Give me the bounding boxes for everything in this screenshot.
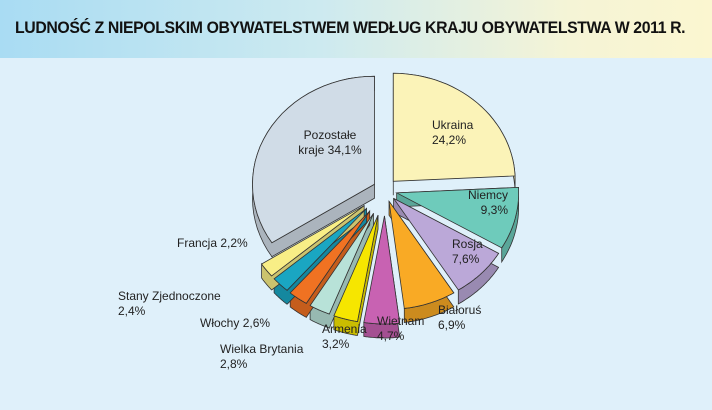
header-band: LUDNOŚĆ Z NIEPOLSKIM OBYWATELSTWEM WEDŁU… <box>0 0 712 58</box>
label-wielka-brytania: Wielka Brytania 2,8% <box>220 342 304 371</box>
slice-armenia <box>333 214 379 322</box>
slice-rosja <box>393 198 500 291</box>
label-rosja: Rosja 7,6% <box>452 237 483 266</box>
label-bialorus: Białoruś 6,9% <box>438 303 482 332</box>
label-wlochy: Włochy 2,6% <box>200 316 271 330</box>
label-stany-zjednoczone: Stany Zjednoczone 2,4% <box>118 289 221 318</box>
slice-niemcy <box>395 186 519 249</box>
slice-pozostałe-kraje <box>252 75 375 244</box>
label-pozostale-value: 34,1% <box>327 143 362 157</box>
label-francja: Francja 2,2% <box>177 236 248 250</box>
slice-ukraina <box>392 72 516 182</box>
label-armenia: Armenia 3,2% <box>322 322 367 351</box>
chart-title: LUDNOŚĆ Z NIEPOLSKIM OBYWATELSTWEM WEDŁU… <box>15 18 686 37</box>
slice-wietnam <box>363 215 401 325</box>
label-pozostale-name: Pozostałe kraje <box>298 128 357 157</box>
slice-białoruś <box>388 201 455 309</box>
slice-włochy <box>289 210 371 304</box>
slice-wielka-brytania <box>309 213 374 315</box>
label-pozostale: Pozostałe kraje 34,1% <box>292 128 368 158</box>
label-niemcy: Niemcy 9,3% <box>468 188 509 217</box>
slice-stany-zjednoczone <box>273 208 367 291</box>
label-ukraina: Ukraina 24,2% <box>432 118 474 147</box>
label-wietnam: Wietnam 4,7% <box>377 314 425 343</box>
slice-francja <box>261 205 365 277</box>
